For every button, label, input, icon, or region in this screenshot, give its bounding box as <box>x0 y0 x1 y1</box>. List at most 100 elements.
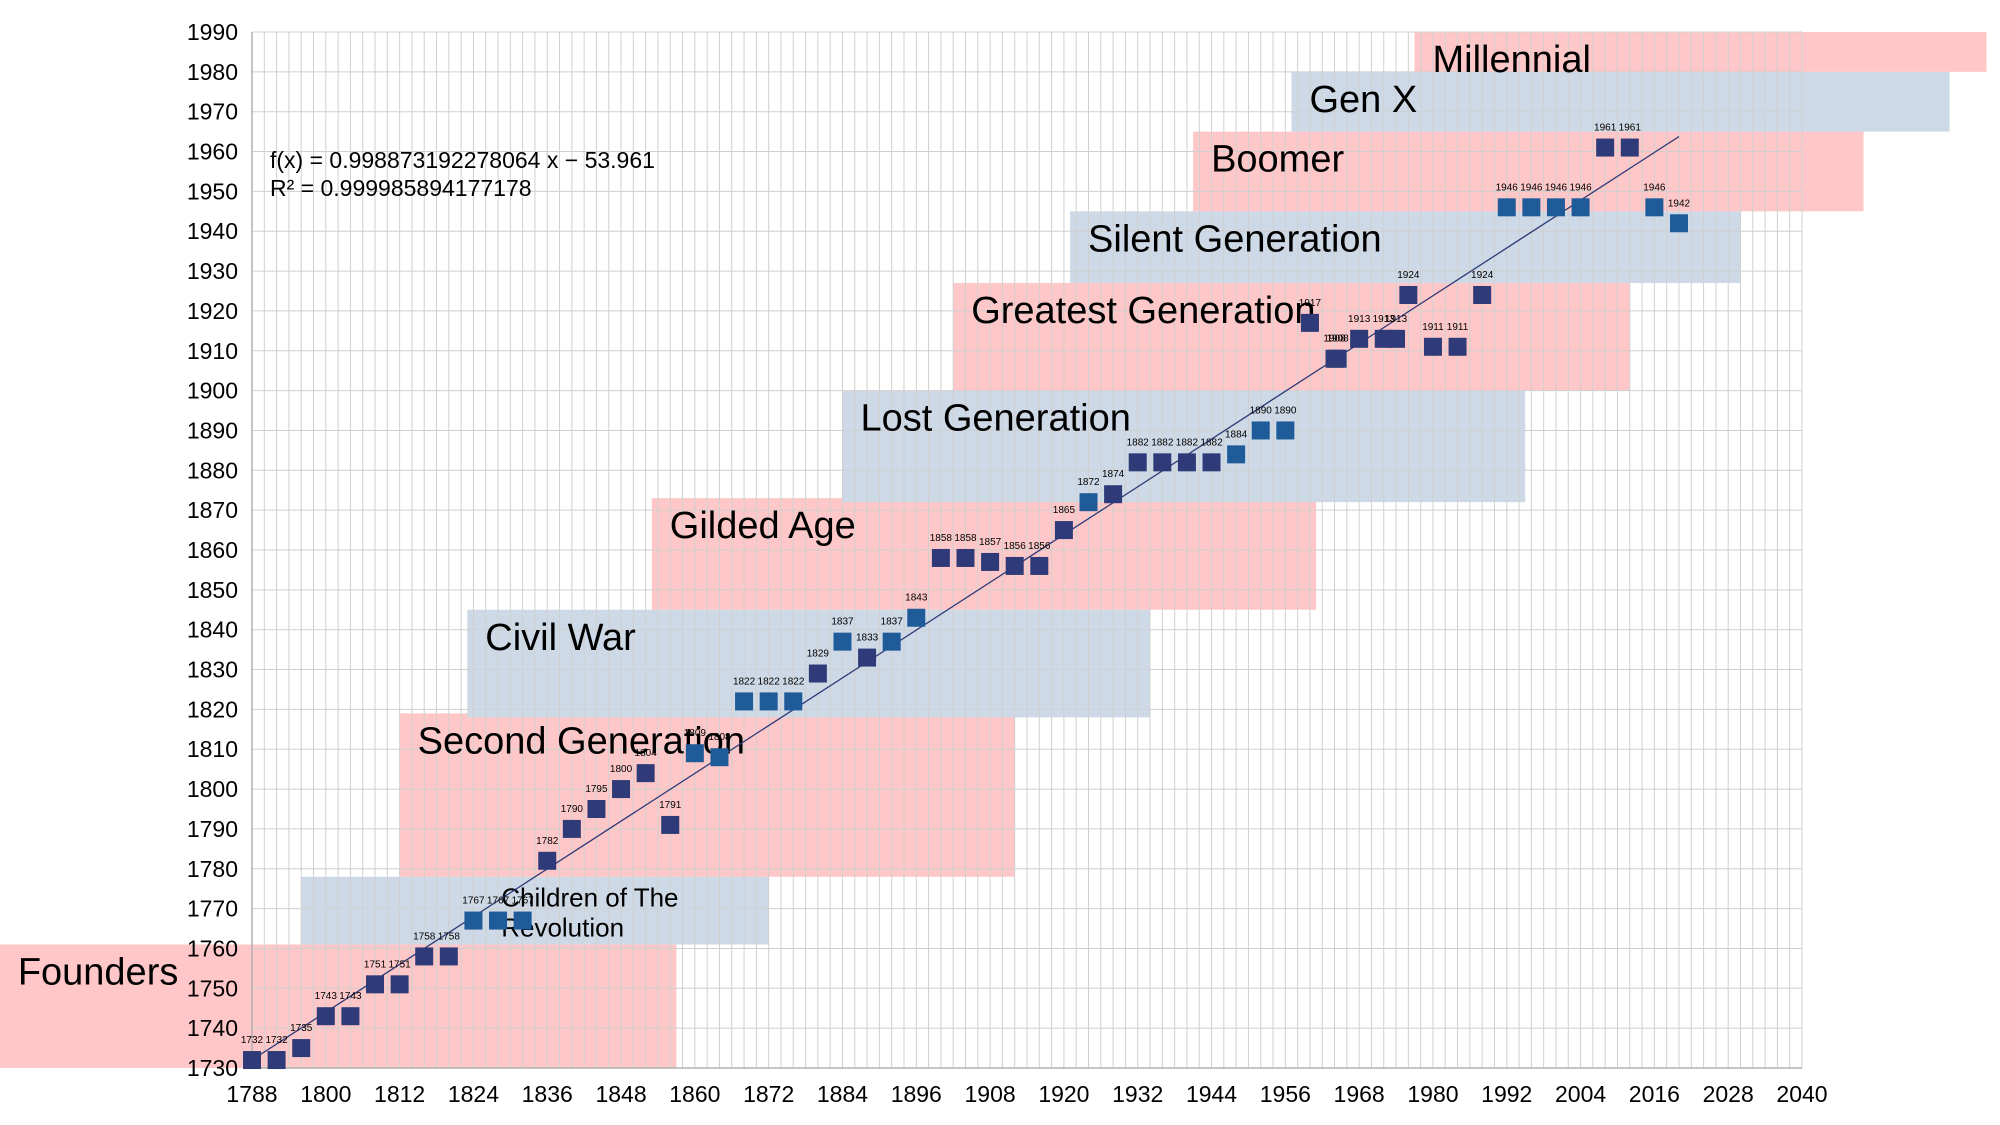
band-label-civil-war: Civil War <box>485 617 636 659</box>
data-point <box>489 911 508 930</box>
data-label: 1946 <box>1643 182 1666 193</box>
data-point <box>759 692 778 711</box>
x-tick-label: 1872 <box>743 1081 794 1107</box>
data-label: 1961 <box>1594 123 1617 134</box>
data-label: 1790 <box>561 804 584 815</box>
data-label: 1856 <box>1028 541 1051 552</box>
data-label: 1924 <box>1397 270 1420 281</box>
y-tick-label: 1810 <box>187 736 238 762</box>
band-greatest-generation <box>953 283 1630 391</box>
data-point <box>1300 313 1319 332</box>
data-label: 1874 <box>1102 469 1125 480</box>
data-label: 1882 <box>1127 437 1150 448</box>
data-label: 1911 <box>1447 322 1469 333</box>
data-point <box>1669 214 1688 233</box>
data-label: 1833 <box>856 633 879 644</box>
data-point <box>513 911 532 930</box>
data-label: 1961 <box>1619 123 1642 134</box>
trendline-r-squared: R² = 0.999985894177178 <box>270 175 532 201</box>
data-label: 1884 <box>1225 429 1248 440</box>
data-label: 1924 <box>1471 270 1494 281</box>
x-tick-label: 2040 <box>1776 1081 1827 1107</box>
x-tick-label: 1920 <box>1038 1081 1089 1107</box>
band-lost-generation <box>842 390 1526 503</box>
y-tick-label: 1800 <box>187 776 238 802</box>
data-point <box>464 911 483 930</box>
data-label: 1829 <box>807 649 830 660</box>
y-tick-label: 1870 <box>187 497 238 523</box>
y-tick-label: 1890 <box>187 417 238 443</box>
data-label: 1856 <box>1004 541 1027 552</box>
y-tick-label: 1750 <box>187 975 238 1001</box>
y-tick-label: 1790 <box>187 816 238 842</box>
data-label: 1872 <box>1077 477 1100 488</box>
data-label: 1946 <box>1545 182 1568 193</box>
data-point <box>1620 138 1639 157</box>
data-label: 1767 <box>487 896 510 907</box>
x-tick-label: 1908 <box>965 1081 1016 1107</box>
band-label-silent-generation: Silent Generation <box>1088 218 1382 260</box>
data-point <box>1030 556 1049 575</box>
trendline-formula: f(x) = 0.998873192278064 x − 53.961 R² =… <box>270 147 655 201</box>
data-points <box>243 138 1688 1070</box>
data-label: 1837 <box>831 617 854 628</box>
data-point <box>882 632 901 651</box>
data-point <box>833 632 852 651</box>
band-gen-x <box>1291 71 1950 132</box>
data-point <box>1350 329 1369 348</box>
y-tick-label: 1730 <box>187 1055 238 1081</box>
y-tick-label: 1900 <box>187 378 238 404</box>
y-tick-label: 1970 <box>187 99 238 125</box>
data-point <box>612 780 631 799</box>
grid-lines <box>251 31 1803 1069</box>
data-point <box>1202 453 1221 472</box>
data-label: 1913 <box>1373 314 1396 325</box>
y-tick-label: 1910 <box>187 338 238 364</box>
data-point <box>1596 138 1615 157</box>
data-point <box>1128 453 1147 472</box>
x-tick-label: 1860 <box>669 1081 720 1107</box>
data-point <box>1497 198 1516 217</box>
data-label: 1858 <box>930 533 953 544</box>
data-point <box>808 664 827 683</box>
data-label: 1735 <box>290 1023 313 1034</box>
data-label: 1804 <box>635 748 658 759</box>
x-tick-label: 2028 <box>1703 1081 1754 1107</box>
data-point <box>1005 556 1024 575</box>
data-point <box>661 815 680 834</box>
band-label-lost-generation: Lost Generation <box>860 398 1130 440</box>
x-tick-label: 1896 <box>891 1081 942 1107</box>
data-point <box>292 1039 311 1058</box>
y-tick-label: 1940 <box>187 218 238 244</box>
data-point <box>538 851 557 870</box>
data-label: 1882 <box>1176 437 1199 448</box>
y-tick-label: 1740 <box>187 1015 238 1041</box>
data-point <box>1571 198 1590 217</box>
x-tick-label: 2004 <box>1555 1081 1606 1107</box>
data-label: 1751 <box>364 959 387 970</box>
y-tick-label: 1840 <box>187 617 238 643</box>
data-point <box>1251 421 1270 440</box>
data-label: 1795 <box>585 784 608 795</box>
data-point <box>907 608 926 627</box>
x-tick-label: 1980 <box>1407 1081 1458 1107</box>
data-label: 1791 <box>659 800 682 811</box>
trendline-equation: f(x) = 0.998873192278064 x − 53.961 <box>270 147 655 173</box>
data-label: 1800 <box>610 764 633 775</box>
data-label: 1808 <box>708 732 731 743</box>
x-tick-label: 1788 <box>226 1081 277 1107</box>
data-label: 1913 <box>1385 314 1408 325</box>
x-tick-label: 1992 <box>1481 1081 1532 1107</box>
data-label: 1822 <box>758 676 781 687</box>
data-label: 1890 <box>1274 405 1297 416</box>
data-point <box>858 648 877 667</box>
data-point <box>243 1051 261 1070</box>
data-point <box>415 947 434 966</box>
data-label: 1809 <box>684 728 707 739</box>
data-point <box>366 975 385 994</box>
data-point <box>1473 285 1492 304</box>
x-tick-label: 1956 <box>1260 1081 1311 1107</box>
data-point <box>1276 421 1295 440</box>
data-point <box>1423 337 1442 356</box>
